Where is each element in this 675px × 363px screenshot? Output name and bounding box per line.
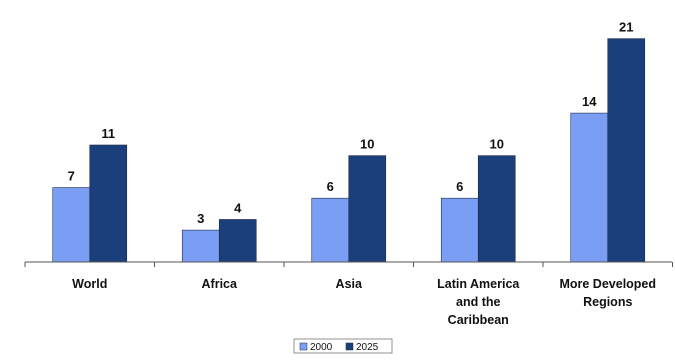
value-label-2000-1: 3: [197, 211, 204, 226]
bar-2000-2: [311, 197, 350, 263]
value-label-2025-1: 4: [234, 200, 242, 215]
category-label-3: Caribbean: [448, 313, 509, 327]
value-label-2000-4: 14: [582, 94, 597, 109]
bar-2025-0: [89, 144, 128, 263]
value-label-2000-3: 6: [456, 179, 463, 194]
bar-2025-4: [607, 38, 646, 263]
bars-group: [52, 38, 646, 263]
category-label-1: Africa: [202, 277, 238, 291]
category-label-3: Latin America: [437, 277, 520, 291]
value-label-2025-0: 11: [101, 126, 115, 141]
legend-swatch-2025: [345, 342, 354, 351]
bar-2000-4: [570, 112, 609, 263]
value-label-2025-4: 21: [619, 20, 633, 35]
category-label-4: Regions: [583, 295, 632, 309]
legend-box: [293, 338, 393, 354]
category-label-2: Asia: [336, 277, 363, 291]
bar-2025-3: [477, 155, 516, 263]
bar-2000-3: [440, 197, 479, 263]
category-label-4: More Developed: [559, 277, 656, 291]
value-label-2000-0: 7: [68, 169, 75, 184]
legend-label-2000: 2000: [310, 342, 333, 353]
category-label-0: World: [72, 277, 107, 291]
bar-2025-2: [348, 155, 387, 263]
legend-label-2025: 2025: [356, 342, 379, 353]
category-labels-group: World Africa Asia Latin America and the Carib…: [72, 277, 656, 327]
value-labels-group: 7 11 3 4 6 10 6 10 14 21: [68, 20, 634, 226]
value-label-2025-3: 10: [490, 137, 504, 152]
x-axis-ticks: [24, 262, 673, 267]
bar-2000-1: [181, 229, 220, 263]
bar-2025-1: [218, 219, 257, 263]
legend: 2000 2025: [293, 338, 393, 354]
value-label-2000-2: 6: [327, 179, 334, 194]
legend-swatch-2000: [299, 342, 308, 351]
value-label-2025-2: 10: [360, 137, 374, 152]
bar-2000-0: [52, 187, 91, 263]
category-label-3: and the: [456, 295, 500, 309]
